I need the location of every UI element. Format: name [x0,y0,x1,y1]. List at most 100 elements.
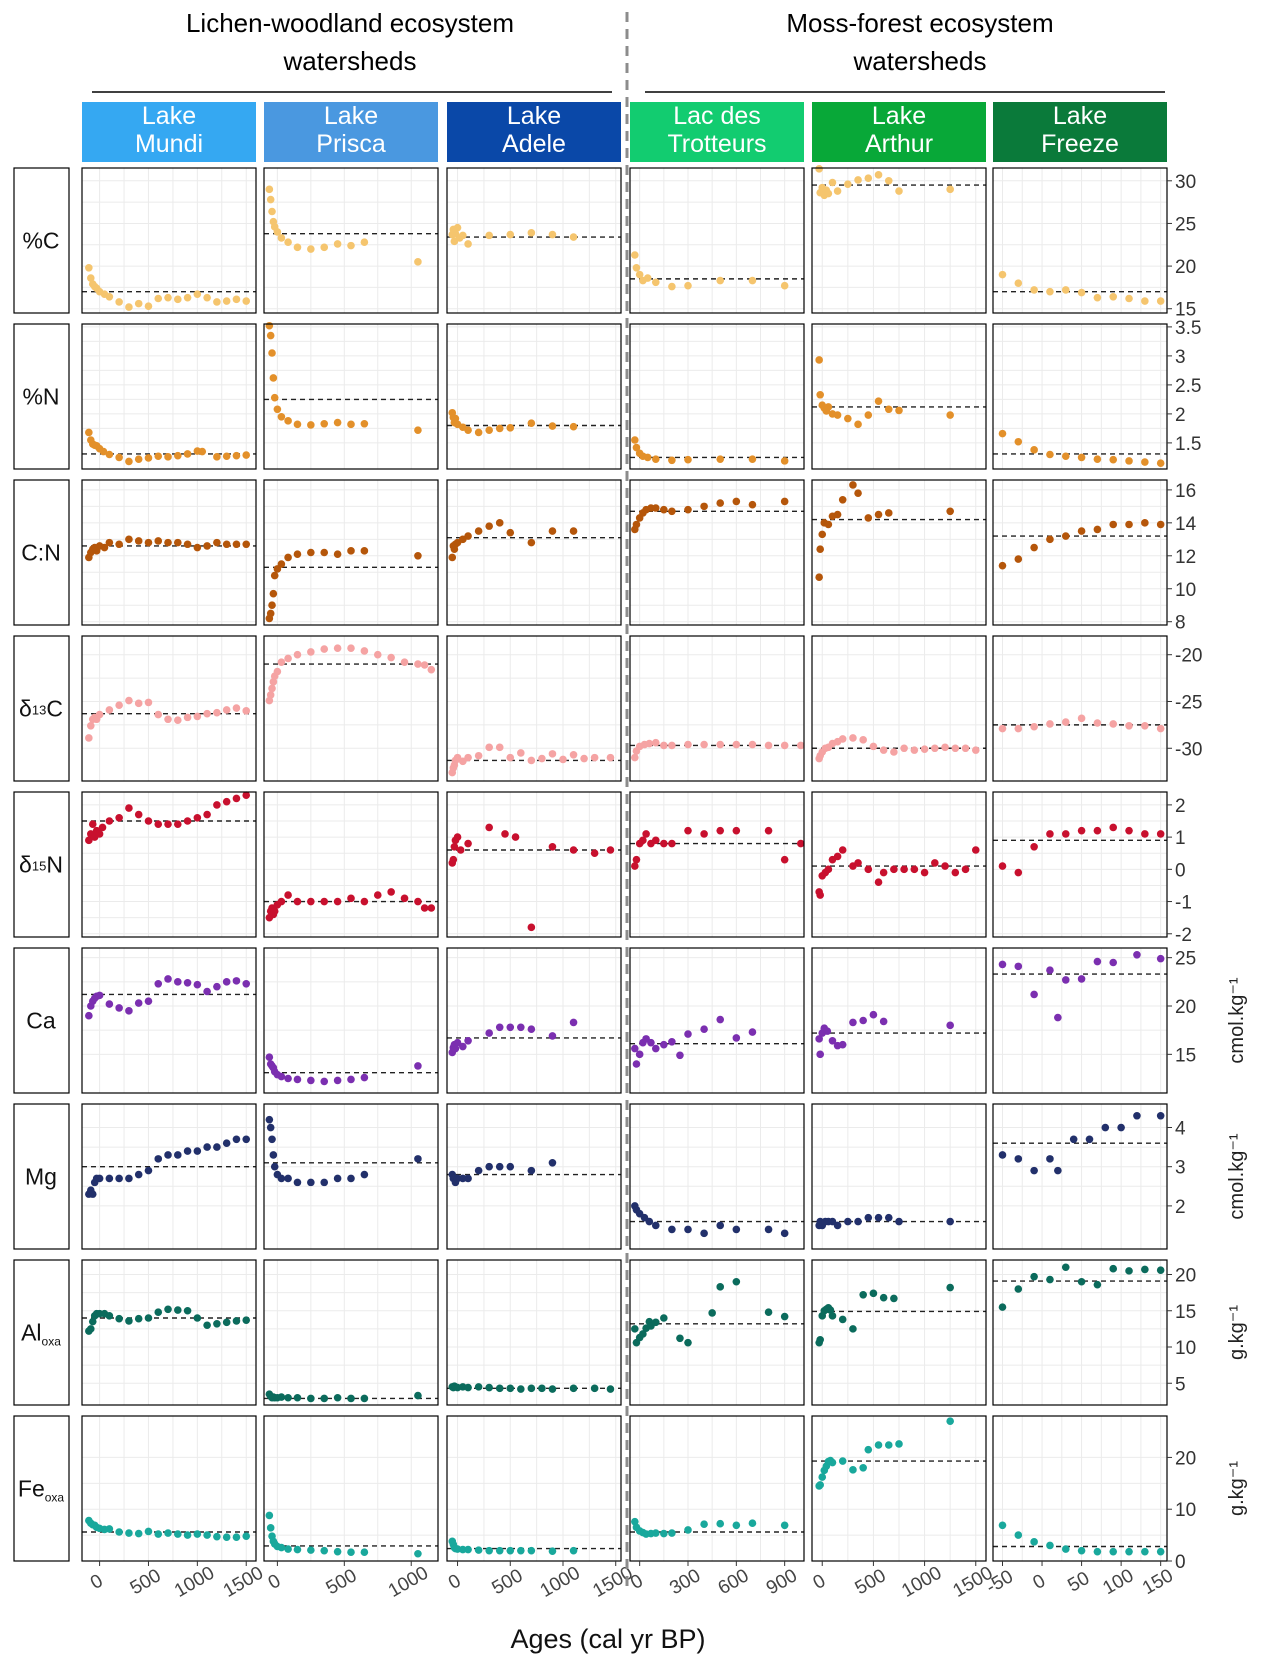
data-point [105,1174,114,1183]
data-point [833,187,842,195]
data-point [242,1532,251,1540]
panel-frame [263,791,439,938]
data-point [414,897,422,906]
y-tick-label-15n: 2 [1175,796,1186,817]
y-tick-label-c: 20 [1175,257,1196,278]
data-point [154,1530,163,1538]
row-label-box-ca [13,947,70,1094]
data-point [732,826,741,835]
data-point [631,753,639,762]
data-point [464,1174,472,1183]
data-point [946,1417,954,1425]
data-point [961,744,970,753]
data-point [1061,830,1070,838]
row-label-box-c-n [13,479,70,626]
row-label-feoxa: Feoxa [18,1476,65,1505]
data-point [144,698,153,707]
data-point [684,1526,692,1534]
panel-frame [446,947,622,1094]
data-point [632,263,641,272]
data-point [527,1166,536,1175]
data-point [946,411,954,419]
data-point [100,543,109,552]
data-point [495,1162,504,1171]
data-point [134,455,143,463]
data-point [242,979,251,988]
data-point [173,1306,182,1314]
data-point [268,684,276,693]
data-point [684,1225,692,1234]
data-point [651,1529,660,1537]
data-point [144,1314,153,1322]
data-point [780,457,789,465]
data-point [414,1391,422,1400]
panel-frame [992,1259,1168,1406]
data-point [631,1517,639,1526]
data-point [854,420,862,429]
panel-frame [629,1103,805,1250]
data-point [1156,459,1165,468]
data-point [222,540,231,549]
data-point [173,716,182,724]
data-point [222,1533,231,1541]
data-point [538,754,546,763]
data-point [920,868,929,877]
data-point [284,553,292,562]
panel-ca-lake-prisca [263,947,439,1094]
data-point [569,527,578,535]
data-point [828,1458,837,1467]
data-point [95,1174,104,1183]
row-label-isotope: 13 [32,703,46,718]
data-point [1141,1265,1149,1274]
data-point [780,497,789,506]
row-label-mg: Mg [25,1164,57,1190]
panel-frame [811,635,987,782]
data-point [222,797,231,806]
x-tick-label-prisca: 0 [265,1570,285,1593]
data-point [277,1174,286,1183]
panel-frame [263,1415,439,1562]
x-tick-label-adele: 500 [489,1565,527,1599]
panel-frame [81,791,257,938]
data-point [115,1314,123,1323]
data-point [1046,450,1054,459]
data-point [1030,1272,1038,1281]
data-point [242,451,251,459]
data-point [333,1393,342,1402]
moss-ecosystem-title-line1: Moss-forest ecosystem [786,8,1053,38]
data-point [632,855,641,864]
panel-frame [81,323,257,470]
data-point [495,1546,504,1555]
panel-frame [629,323,805,470]
data-point [125,1174,133,1183]
data-point [874,878,883,887]
data-point [1109,720,1118,728]
data-point [780,281,789,290]
data-point [700,830,708,838]
data-point [700,502,708,511]
data-point [134,699,143,708]
data-point [569,1546,578,1555]
panel-mg-lake-prisca [263,1103,439,1250]
data-point [420,904,429,912]
data-point [125,303,133,311]
data-point [414,1062,422,1070]
panel-c-lake-freeze [992,167,1168,314]
data-point [838,1040,847,1049]
data-point [548,527,557,535]
data-point [1069,1135,1078,1144]
panel-frame [263,947,439,1094]
data-point [1046,535,1054,544]
x-tick-label-adele: 1500 [589,1563,636,1602]
data-point [879,1017,888,1026]
data-point [1077,714,1086,723]
data-point [164,1305,172,1314]
data-point [193,813,202,822]
panel-aloxa-lac-des-trotteurs [629,1259,805,1406]
panel-c-n-lake-freeze [992,479,1168,626]
data-point [631,436,639,444]
data-point [668,1529,676,1537]
data-point [548,750,557,758]
panel-frame [81,1103,257,1250]
data-point [1141,297,1149,305]
